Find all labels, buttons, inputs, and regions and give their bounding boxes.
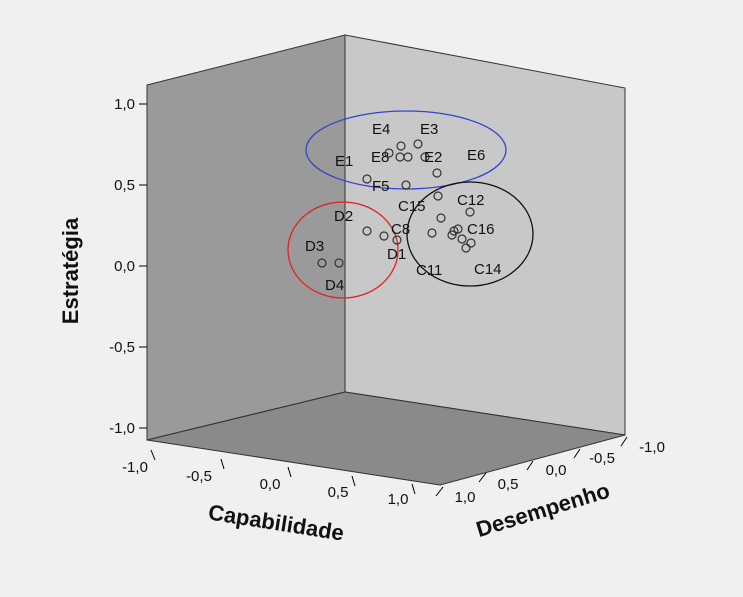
z-axis-ticks xyxy=(139,103,147,429)
data-point-e3 xyxy=(413,139,423,149)
y-tick-label: 0,0 xyxy=(546,462,567,479)
data-point-label: D2 xyxy=(334,208,353,225)
y-axis-title: Desempenho xyxy=(473,478,612,542)
x-axis-ticks xyxy=(150,449,416,495)
z-tick-label: 0,5 xyxy=(114,177,135,194)
y-axis-ticks xyxy=(435,436,628,497)
data-point-d4 xyxy=(334,258,344,268)
points-layer: E4 E3 E8 E2 E6 E1 F5 C12 C15 D2 C8 C16 D3 D1 C11 C14 D4 xyxy=(305,121,502,294)
y-tick-label: -0,5 xyxy=(589,450,615,467)
y-tick-label: 1,0 xyxy=(455,489,476,506)
x-tick-label: -1,0 xyxy=(122,459,148,476)
data-point-unlabeled xyxy=(447,230,457,240)
data-point-e2 xyxy=(420,152,430,162)
data-point-label: E6 xyxy=(467,147,485,164)
data-point-d2 xyxy=(362,226,372,236)
data-point-label: D4 xyxy=(325,277,344,294)
data-point-label: E3 xyxy=(420,121,438,138)
x-tick-label: 1,0 xyxy=(388,491,409,508)
data-point-c12 xyxy=(465,207,475,217)
data-point-label: D3 xyxy=(305,238,324,255)
data-point-c11 xyxy=(427,228,437,238)
data-point-c14 xyxy=(461,243,471,253)
data-point-label: F5 xyxy=(372,178,390,195)
data-point-label: E8 xyxy=(371,149,389,166)
data-point-label: C15 xyxy=(398,198,426,215)
floor xyxy=(146,391,626,486)
data-point-unlabeled xyxy=(466,238,476,248)
z-tick-label: -1,0 xyxy=(109,420,135,437)
data-point-f5 xyxy=(401,180,411,190)
data-point-label: C8 xyxy=(391,221,410,238)
z-tick-label: -0,5 xyxy=(109,339,135,356)
data-point-unlabeled xyxy=(395,152,405,162)
data-point-label: D1 xyxy=(387,246,406,263)
x-axis-title: Capabilidade xyxy=(207,500,346,546)
group-c-ellipse xyxy=(406,181,534,287)
data-point-e4 xyxy=(396,141,406,151)
data-point-e1 xyxy=(362,174,372,184)
data-point-label: E1 xyxy=(335,153,353,170)
data-point-label: C14 xyxy=(474,261,502,278)
x-tick-label: 0,5 xyxy=(328,484,349,501)
x-tick-label: 0,0 xyxy=(260,476,281,493)
data-point-label: E4 xyxy=(372,121,390,138)
z-tick-label: 0,0 xyxy=(114,258,135,275)
z-axis-title: Estratégia xyxy=(58,217,83,324)
data-point-c15 xyxy=(433,191,443,201)
data-point-label: C16 xyxy=(467,221,495,238)
data-point-label: C11 xyxy=(416,262,442,279)
data-point-unlabeled xyxy=(384,148,394,158)
data-point-unlabeled xyxy=(436,213,446,223)
group-d-ellipse xyxy=(287,201,399,299)
data-point-d1 xyxy=(392,235,402,245)
y-tick-label: -1,0 xyxy=(639,439,665,456)
data-point-label: E2 xyxy=(424,149,442,166)
data-point-unlabeled xyxy=(457,234,467,244)
data-point-e6 xyxy=(432,168,442,178)
data-point-label: C12 xyxy=(457,192,485,209)
x-tick-label: -0,5 xyxy=(186,468,212,485)
data-point-c8 xyxy=(379,231,389,241)
y-tick-label: 0,5 xyxy=(498,476,519,493)
data-point-d3 xyxy=(317,258,327,268)
z-tick-label: 1,0 xyxy=(114,96,135,113)
